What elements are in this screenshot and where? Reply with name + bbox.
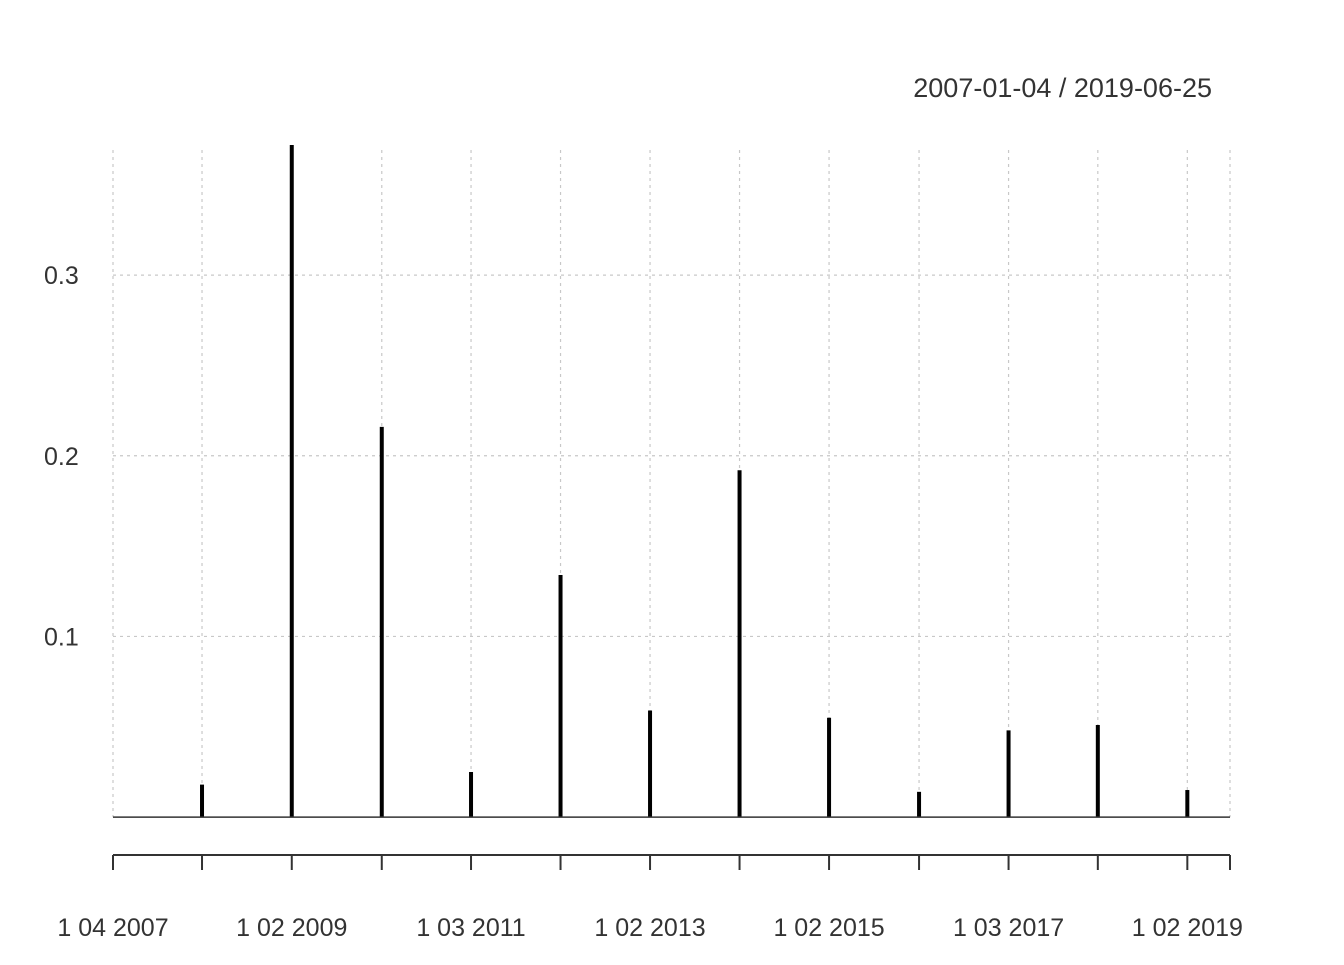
x-tick-label: 1 02 2015 [773,914,884,942]
x-tick-label: 1 03 2017 [953,914,1064,942]
y-tick-label: 0.3 [44,262,79,290]
y-tick-label: 0.1 [44,623,79,651]
y-tick-label: 0.2 [44,443,79,471]
axes-layer [112,816,1231,870]
x-tick-label: 1 02 2009 [236,914,347,942]
x-tick-label: 1 02 2013 [594,914,705,942]
bars-layer [200,145,1190,818]
chart-subtitle: 2007-01-04 / 2019-06-25 [913,73,1212,103]
x-tick-label: 1 03 2011 [416,914,525,942]
x-tick-label: 1 02 2019 [1132,914,1243,942]
grid-layer [112,150,1231,818]
x-tick-label: 1 04 2007 [57,914,168,942]
labels-layer: 0.1 0.2 0.3 1 04 2007 1 02 2009 1 03 2011 1 02… [44,262,1243,942]
